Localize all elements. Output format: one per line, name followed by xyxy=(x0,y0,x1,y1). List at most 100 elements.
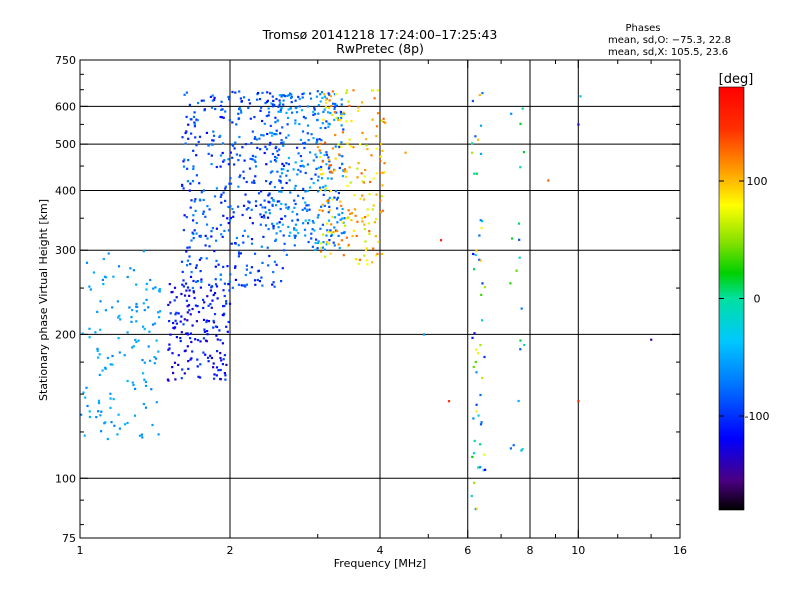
data-point xyxy=(152,287,155,290)
data-point xyxy=(301,130,305,133)
data-point xyxy=(327,201,330,204)
data-point xyxy=(83,434,86,437)
data-point xyxy=(237,244,240,247)
data-point xyxy=(368,193,371,196)
data-point xyxy=(333,196,336,199)
data-point xyxy=(142,250,145,253)
data-point xyxy=(281,186,284,189)
data-point xyxy=(321,122,324,125)
data-point xyxy=(198,198,201,201)
data-point xyxy=(380,119,383,122)
data-point xyxy=(219,273,222,276)
data-point xyxy=(483,453,486,456)
data-point xyxy=(329,164,332,167)
data-point xyxy=(307,139,310,142)
data-point xyxy=(327,242,330,245)
data-point xyxy=(259,203,262,206)
data-point xyxy=(339,200,342,203)
data-point xyxy=(361,217,364,220)
data-point xyxy=(266,99,269,102)
data-point xyxy=(144,380,147,384)
data-point xyxy=(199,376,202,379)
data-point xyxy=(147,306,150,309)
colorbar-tick-label: -100 xyxy=(745,410,770,423)
data-point xyxy=(334,145,337,148)
data-point xyxy=(268,212,271,215)
data-point xyxy=(240,284,243,287)
colorbar-ticks: 100 0 -100 xyxy=(719,175,769,423)
data-point xyxy=(222,265,225,268)
data-point xyxy=(96,349,99,352)
data-point xyxy=(138,434,142,437)
data-point xyxy=(207,152,210,155)
data-point xyxy=(247,200,250,203)
data-point xyxy=(251,154,254,157)
data-point xyxy=(194,209,197,212)
data-point xyxy=(327,167,330,170)
data-point xyxy=(520,307,523,310)
data-point xyxy=(375,254,378,257)
data-point xyxy=(210,143,213,146)
data-point xyxy=(475,507,478,510)
data-point xyxy=(207,360,210,363)
data-point xyxy=(238,107,241,110)
data-point xyxy=(301,208,304,211)
data-point xyxy=(220,201,223,204)
data-point xyxy=(118,427,121,430)
data-point xyxy=(366,214,369,217)
data-point xyxy=(235,236,238,240)
data-point xyxy=(142,302,145,305)
data-point xyxy=(266,216,270,219)
data-point xyxy=(335,111,338,114)
data-point xyxy=(346,142,349,145)
data-point xyxy=(186,286,190,289)
data-point xyxy=(333,169,336,172)
data-point xyxy=(281,126,284,129)
data-point xyxy=(237,251,241,254)
data-point xyxy=(145,288,148,291)
data-point xyxy=(331,90,334,93)
data-point xyxy=(265,180,268,183)
data-point xyxy=(271,95,274,98)
data-point xyxy=(225,302,228,305)
y-axis-ticks: 75 100 200 300 400 500 600 750 xyxy=(55,54,680,545)
data-point xyxy=(250,238,254,241)
data-point xyxy=(195,280,198,283)
data-point xyxy=(330,170,333,173)
data-point xyxy=(474,360,477,364)
data-point xyxy=(336,229,339,233)
data-point xyxy=(145,298,148,301)
data-point xyxy=(184,332,188,335)
data-point xyxy=(98,353,101,356)
data-point xyxy=(330,177,333,180)
data-point xyxy=(167,303,170,306)
data-point xyxy=(267,200,270,203)
data-point xyxy=(343,217,346,220)
data-point xyxy=(270,134,274,137)
data-point xyxy=(306,105,310,108)
data-point xyxy=(325,234,328,237)
data-point xyxy=(271,283,274,286)
data-point xyxy=(324,98,328,101)
data-point xyxy=(219,115,222,119)
data-point xyxy=(183,158,186,161)
data-point xyxy=(169,333,172,336)
data-point xyxy=(474,253,477,257)
data-point xyxy=(192,279,195,283)
data-point xyxy=(327,125,330,128)
data-point xyxy=(237,117,240,121)
data-point xyxy=(473,439,476,442)
data-point xyxy=(511,237,514,240)
data-point xyxy=(159,310,162,313)
data-point xyxy=(341,131,344,134)
data-point xyxy=(328,239,331,242)
data-point xyxy=(183,372,186,375)
data-point xyxy=(238,135,241,139)
data-point xyxy=(220,100,223,103)
data-point xyxy=(317,240,320,243)
data-point xyxy=(280,107,283,110)
data-point xyxy=(479,219,482,222)
data-point xyxy=(142,372,145,375)
data-point xyxy=(220,193,223,196)
data-point xyxy=(330,234,333,237)
